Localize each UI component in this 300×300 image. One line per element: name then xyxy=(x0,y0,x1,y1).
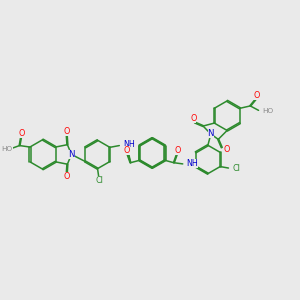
Text: O: O xyxy=(223,146,230,154)
Text: O: O xyxy=(190,114,196,123)
Text: HO: HO xyxy=(263,108,274,114)
Text: Cl: Cl xyxy=(95,176,103,185)
Text: NH: NH xyxy=(123,140,135,149)
Text: O: O xyxy=(253,91,260,100)
Text: O: O xyxy=(64,128,70,136)
Text: Cl: Cl xyxy=(232,164,241,173)
Text: N: N xyxy=(68,150,75,159)
Text: N: N xyxy=(208,129,214,138)
Text: O: O xyxy=(19,129,25,138)
Text: O: O xyxy=(174,146,181,155)
Text: NH: NH xyxy=(187,158,198,167)
Text: O: O xyxy=(124,146,130,155)
Text: HO: HO xyxy=(2,146,13,152)
Text: O: O xyxy=(64,172,70,182)
